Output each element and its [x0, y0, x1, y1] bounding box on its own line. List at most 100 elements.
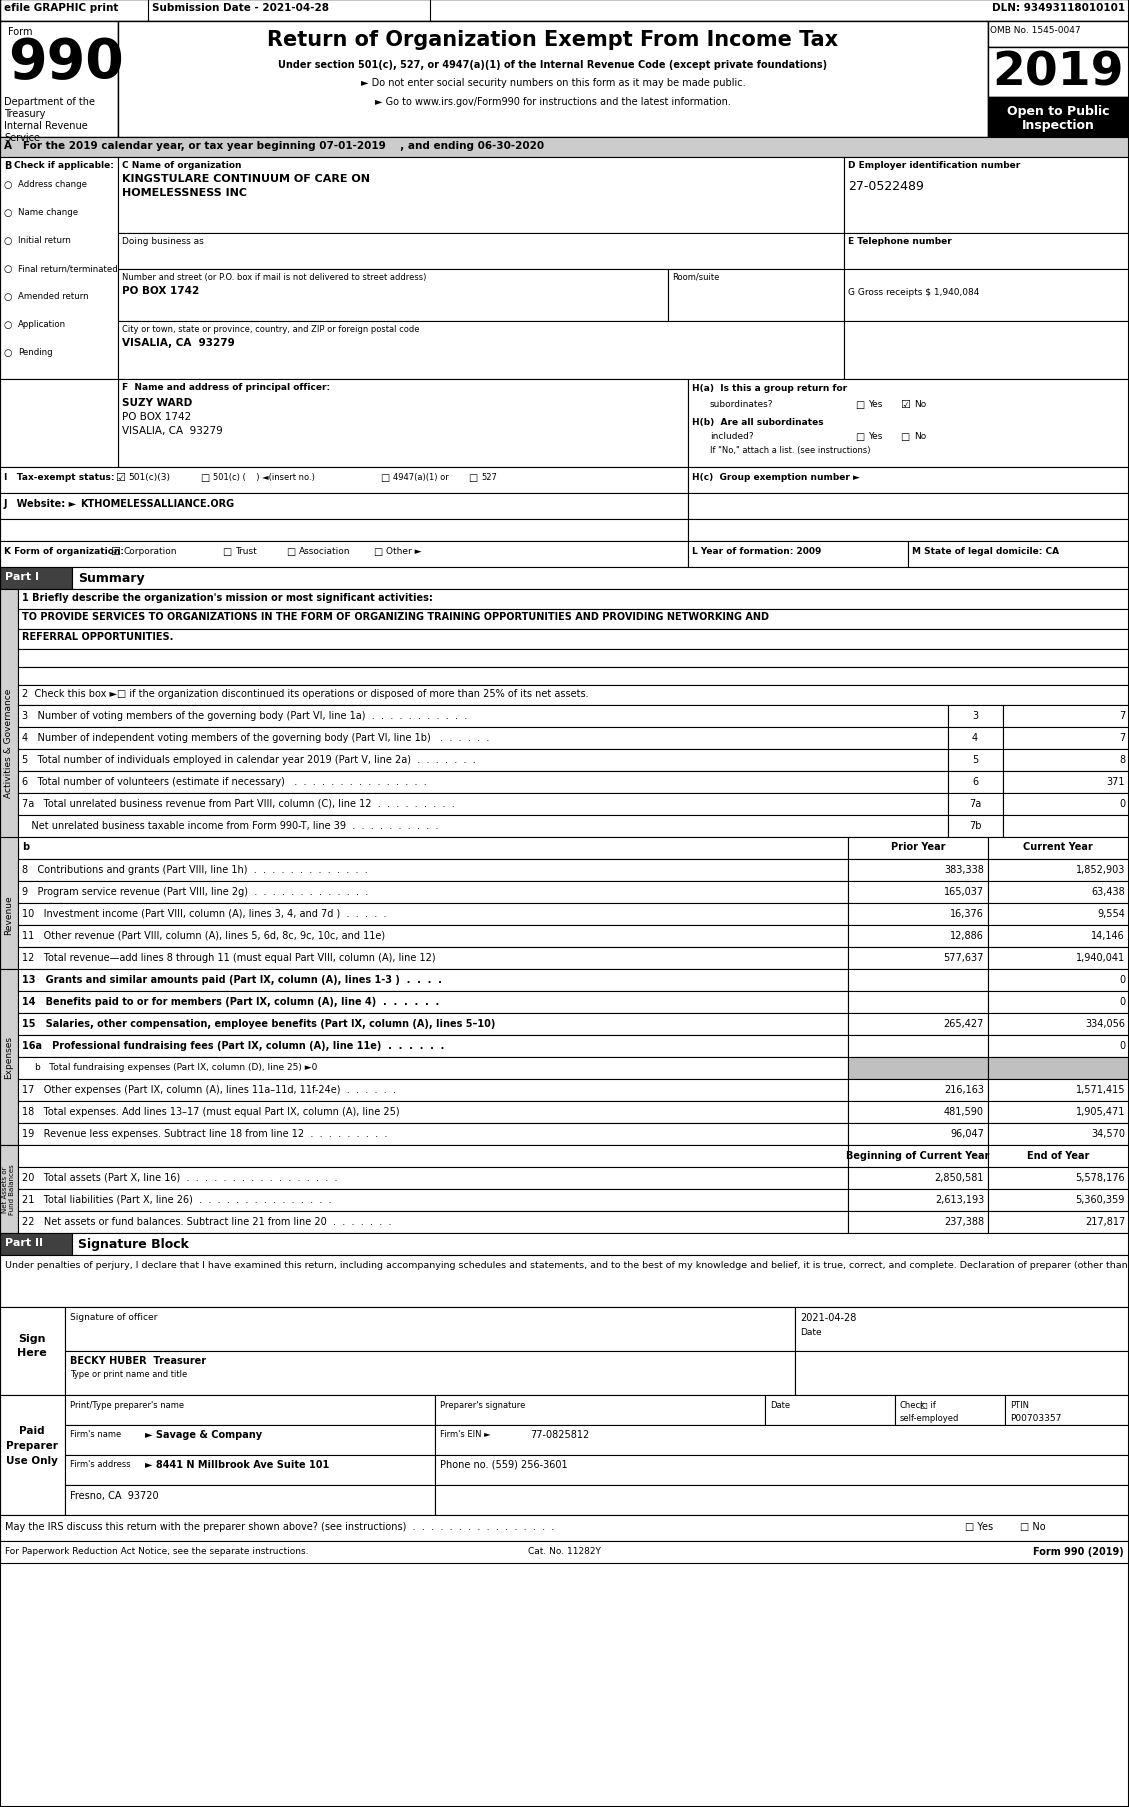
Bar [688, 542, 908, 567]
Bar [844, 269, 1129, 322]
Bar [988, 992, 1129, 1014]
Text: 18   Total expenses. Add lines 13–17 (must equal Part IX, column (A), line 25): 18 Total expenses. Add lines 13–17 (must… [21, 1106, 400, 1117]
Bar [848, 1035, 988, 1057]
Bar [988, 947, 1129, 970]
Text: ○: ○ [5, 208, 12, 219]
Bar [18, 1211, 848, 1234]
Bar [18, 667, 1129, 685]
Bar [18, 970, 848, 992]
Bar [0, 22, 119, 137]
Text: 2  Check this box ►□ if the organization discontinued its operations or disposed: 2 Check this box ►□ if the organization … [21, 688, 588, 699]
Bar [65, 1306, 795, 1352]
Text: Signature of officer: Signature of officer [70, 1312, 157, 1321]
Text: Summary: Summary [78, 571, 145, 585]
Bar [119, 157, 844, 233]
Bar [848, 925, 988, 947]
Text: Activities & Governance: Activities & Governance [5, 688, 14, 797]
Bar [0, 1395, 65, 1514]
Text: self-employed: self-employed [900, 1413, 960, 1422]
Bar [988, 1167, 1129, 1189]
Bar [18, 651, 1129, 667]
Text: Signature Block: Signature Block [78, 1238, 189, 1250]
Bar [895, 1395, 1005, 1426]
Bar [948, 750, 1003, 772]
Bar [18, 837, 848, 860]
Text: PTIN: PTIN [1010, 1400, 1029, 1409]
Text: Type or print name and title: Type or print name and title [70, 1370, 187, 1379]
Text: Fresno, CA  93720: Fresno, CA 93720 [70, 1491, 159, 1500]
Text: 5,578,176: 5,578,176 [1076, 1173, 1124, 1182]
Text: Prior Year: Prior Year [891, 842, 945, 851]
Text: 501(c)(3): 501(c)(3) [128, 473, 170, 482]
Text: 96,047: 96,047 [951, 1128, 984, 1138]
Text: Cat. No. 11282Y: Cat. No. 11282Y [527, 1547, 601, 1556]
Text: ☑: ☑ [115, 473, 125, 482]
Bar [848, 1189, 988, 1211]
Text: ☑: ☑ [900, 399, 910, 410]
Text: Form: Form [8, 27, 33, 36]
Text: Amended return: Amended return [18, 293, 88, 300]
Bar [0, 1146, 18, 1234]
Text: K Form of organization:: K Form of organization: [5, 548, 124, 557]
Text: Check: Check [900, 1400, 926, 1409]
Bar [844, 233, 1129, 269]
Text: 334,056: 334,056 [1085, 1019, 1124, 1028]
Bar [0, 1541, 1129, 1563]
Text: PO BOX 1742: PO BOX 1742 [122, 286, 199, 296]
Text: □ Yes: □ Yes [965, 1521, 994, 1531]
Bar [988, 882, 1129, 904]
Text: 577,637: 577,637 [944, 952, 984, 963]
Text: Association: Association [299, 548, 350, 557]
Bar [1005, 1395, 1129, 1426]
Bar [848, 1167, 988, 1189]
Text: D Employer identification number: D Employer identification number [848, 161, 1021, 170]
Text: 2019: 2019 [992, 51, 1123, 96]
Bar [0, 567, 72, 589]
Text: H(b)  Are all subordinates: H(b) Are all subordinates [692, 417, 824, 426]
Text: VISALIA, CA  93279: VISALIA, CA 93279 [122, 338, 235, 347]
Text: Expenses: Expenses [5, 1035, 14, 1079]
Bar [988, 1189, 1129, 1211]
Bar [119, 379, 688, 468]
Bar [18, 1035, 848, 1057]
Text: REFERRAL OPPORTUNITIES.: REFERRAL OPPORTUNITIES. [21, 632, 174, 641]
Text: 1 Briefly describe the organization's mission or most significant activities:: 1 Briefly describe the organization's mi… [21, 593, 432, 604]
Text: Print/Type preparer's name: Print/Type preparer's name [70, 1400, 184, 1409]
Bar [18, 750, 948, 772]
Text: Final return/terminated: Final return/terminated [18, 264, 117, 273]
Bar [988, 904, 1129, 925]
Bar [795, 1306, 1129, 1352]
Text: 265,427: 265,427 [944, 1019, 984, 1028]
Text: TO PROVIDE SERVICES TO ORGANIZATIONS IN THE FORM OF ORGANIZING TRAINING OPPORTUN: TO PROVIDE SERVICES TO ORGANIZATIONS IN … [21, 611, 769, 622]
Bar [1003, 705, 1129, 728]
Bar [18, 772, 948, 793]
Bar [0, 520, 688, 542]
Text: 14   Benefits paid to or for members (Part IX, column (A), line 4)  .  .  .  .  : 14 Benefits paid to or for members (Part… [21, 996, 439, 1006]
Bar [0, 970, 18, 1146]
Text: 501(c) (    ) ◄(insert no.): 501(c) ( ) ◄(insert no.) [213, 473, 315, 482]
Text: 0: 0 [1119, 1041, 1124, 1050]
Text: 237,388: 237,388 [944, 1216, 984, 1227]
Text: ○: ○ [5, 293, 12, 302]
Text: 4: 4 [972, 732, 978, 743]
Text: Paid: Paid [19, 1426, 45, 1435]
Bar [988, 22, 1129, 49]
Text: Phone no. (559) 256-3601: Phone no. (559) 256-3601 [440, 1460, 568, 1469]
Bar [848, 837, 988, 860]
Text: 2,850,581: 2,850,581 [935, 1173, 984, 1182]
Text: 1,571,415: 1,571,415 [1076, 1084, 1124, 1095]
Text: May the IRS discuss this return with the preparer shown above? (see instructions: May the IRS discuss this return with the… [5, 1521, 554, 1531]
Text: Initial return: Initial return [18, 237, 71, 246]
Bar [18, 589, 1129, 609]
Text: Firm's EIN ►: Firm's EIN ► [440, 1429, 491, 1438]
Bar [0, 493, 688, 520]
Text: L Year of formation: 2009: L Year of formation: 2009 [692, 548, 822, 557]
Bar [18, 705, 948, 728]
Text: □: □ [222, 548, 231, 557]
Bar [18, 793, 948, 815]
Text: H(c)  Group exemption number ►: H(c) Group exemption number ► [692, 473, 860, 482]
Text: ☑: ☑ [110, 548, 120, 557]
Bar [1003, 815, 1129, 837]
Text: 527: 527 [481, 473, 497, 482]
Text: P00703357: P00703357 [1010, 1413, 1061, 1422]
